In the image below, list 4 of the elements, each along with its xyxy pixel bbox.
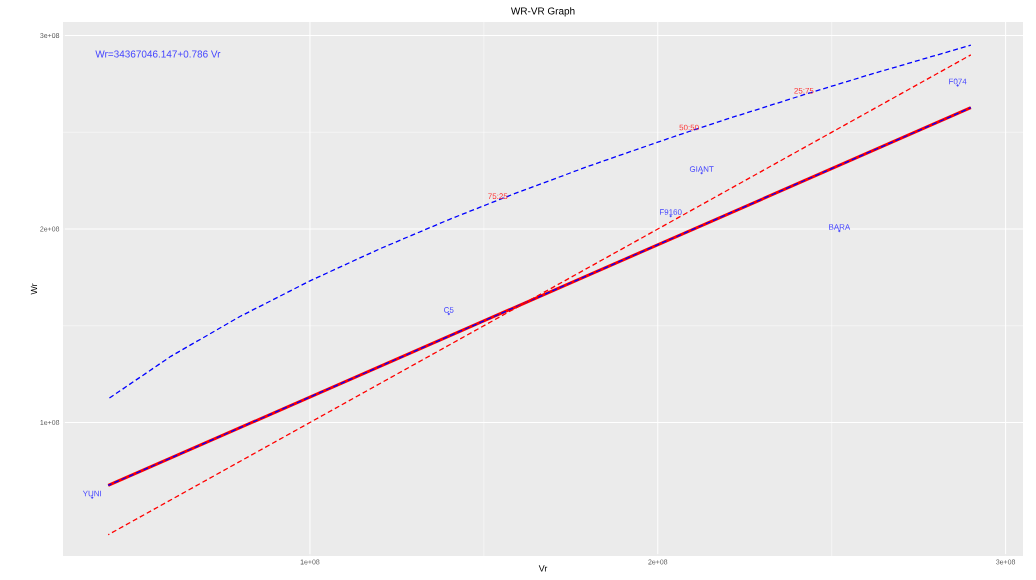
x-axis-title: Vr (538, 565, 548, 572)
annotation: Wr=34367046.147+0.786 Vr (95, 50, 221, 58)
y-axis-title: Wr (30, 283, 38, 295)
chart-title: WR-VR Graph (510, 7, 575, 17)
